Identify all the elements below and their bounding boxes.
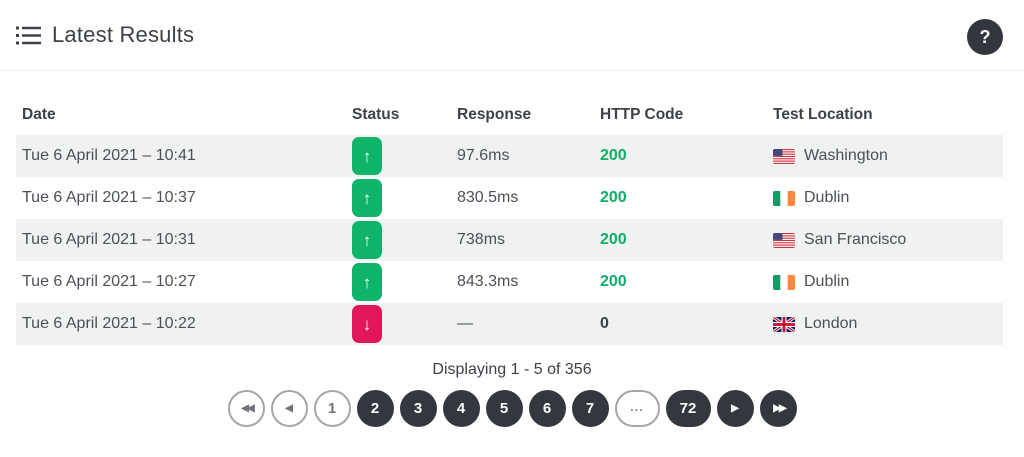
page-title: Latest Results bbox=[52, 22, 195, 47]
up-arrow-icon: ↑ bbox=[362, 230, 372, 250]
result-date: Tue 6 April 2021 – 10:22 bbox=[22, 315, 196, 332]
result-date: Tue 6 April 2021 – 10:31 bbox=[22, 231, 196, 248]
status-up-badge: ↑ bbox=[352, 179, 382, 217]
status-up-badge: ↑ bbox=[352, 221, 382, 259]
location-name: Dublin bbox=[804, 189, 850, 206]
location-name: Dublin bbox=[804, 273, 850, 290]
http-code: 200 bbox=[600, 189, 627, 206]
status-down-badge: ↓ bbox=[352, 305, 382, 343]
right-arrow-icon: ▶ bbox=[731, 402, 739, 414]
response-time: 843.3ms bbox=[457, 273, 519, 290]
http-code: 200 bbox=[600, 147, 627, 164]
http-code: 0 bbox=[600, 315, 609, 332]
column-header-status: Status bbox=[352, 106, 400, 123]
table-row: Tue 6 April 2021 – 10:27 ↑ 843.3ms 200 D… bbox=[16, 261, 1003, 303]
pagination-page-72[interactable]: 72 bbox=[665, 390, 711, 427]
down-arrow-icon: ↓ bbox=[362, 314, 372, 334]
panel-header: Latest Results ? bbox=[0, 0, 1024, 71]
up-arrow-icon: ↑ bbox=[362, 146, 372, 166]
pagination: ◀◀ ◀ 1 2 3 4 5 6 7... 72 ▶ ▶▶ bbox=[0, 390, 1024, 427]
pagination-page-4[interactable]: 4 bbox=[442, 390, 480, 427]
response-time: 97.6ms bbox=[457, 147, 510, 164]
result-date: Tue 6 April 2021 – 10:41 bbox=[22, 147, 196, 164]
response-time: 738ms bbox=[457, 231, 506, 248]
pagination-page-1[interactable]: 1 bbox=[313, 390, 351, 427]
pagination-page-5[interactable]: 5 bbox=[485, 390, 523, 427]
response-time: 830.5ms bbox=[457, 189, 519, 206]
pagination-page-6[interactable]: 6 bbox=[528, 390, 566, 427]
table-row: Tue 6 April 2021 – 10:22 ↓ — 0 London bbox=[16, 303, 1003, 345]
status-up-badge: ↑ bbox=[352, 137, 382, 175]
table-row: Tue 6 April 2021 – 10:37 ↑ 830.5ms 200 D… bbox=[16, 177, 1003, 219]
column-header-test-location: Test Location bbox=[773, 106, 873, 123]
pagination-ellipsis[interactable]: ... bbox=[614, 390, 660, 427]
left-arrow-icon: ◀ bbox=[285, 402, 293, 414]
ellipsis-icon: ... bbox=[630, 399, 644, 414]
table-header-row: Date Status Response HTTP Code Test Loca… bbox=[16, 95, 1003, 135]
up-arrow-icon: ↑ bbox=[362, 188, 372, 208]
result-date: Tue 6 April 2021 – 10:27 bbox=[22, 273, 196, 290]
location-name: Washington bbox=[804, 147, 888, 164]
double-left-arrow-icon: ◀◀ bbox=[241, 402, 254, 414]
pagination-page-7[interactable]: 7 bbox=[571, 390, 609, 427]
http-code: 200 bbox=[600, 273, 627, 290]
status-up-badge: ↑ bbox=[352, 263, 382, 301]
table-row: Tue 6 April 2021 – 10:41 ↑ 97.6ms 200 Wa… bbox=[16, 135, 1003, 177]
column-header-date: Date bbox=[22, 106, 56, 123]
us-flag-icon bbox=[773, 148, 795, 164]
ireland-flag-icon bbox=[773, 274, 795, 290]
ireland-flag-icon bbox=[773, 190, 795, 206]
results-table: Date Status Response HTTP Code Test Loca… bbox=[16, 95, 1003, 345]
pagination-page-3[interactable]: 3 bbox=[399, 390, 437, 427]
http-code: 200 bbox=[600, 231, 627, 248]
response-time: — bbox=[457, 315, 473, 332]
help-button[interactable]: ? bbox=[967, 19, 1003, 55]
pagination-prev-button[interactable]: ◀ bbox=[270, 390, 308, 427]
list-icon bbox=[16, 26, 41, 45]
question-mark-icon: ? bbox=[979, 26, 991, 47]
result-date: Tue 6 April 2021 – 10:37 bbox=[22, 189, 196, 206]
double-right-arrow-icon: ▶▶ bbox=[773, 402, 786, 414]
column-header-response: Response bbox=[457, 106, 532, 123]
up-arrow-icon: ↑ bbox=[362, 272, 372, 292]
pagination-first-button[interactable]: ◀◀ bbox=[227, 390, 265, 427]
table-body: Tue 6 April 2021 – 10:41 ↑ 97.6ms 200 Wa… bbox=[16, 135, 1003, 345]
uk-flag-icon bbox=[773, 316, 795, 332]
table-row: Tue 6 April 2021 – 10:31 ↑ 738ms 200 San… bbox=[16, 219, 1003, 261]
column-header-http-code: HTTP Code bbox=[600, 106, 684, 123]
pagination-last-button[interactable]: ▶▶ bbox=[759, 390, 797, 427]
pagination-page-2[interactable]: 2 bbox=[356, 390, 394, 427]
location-name: San Francisco bbox=[804, 231, 907, 248]
us-flag-icon bbox=[773, 232, 795, 248]
pagination-next-button[interactable]: ▶ bbox=[716, 390, 754, 427]
location-name: London bbox=[804, 315, 858, 332]
pagination-summary: Displaying 1 - 5 of 356 bbox=[432, 361, 592, 378]
